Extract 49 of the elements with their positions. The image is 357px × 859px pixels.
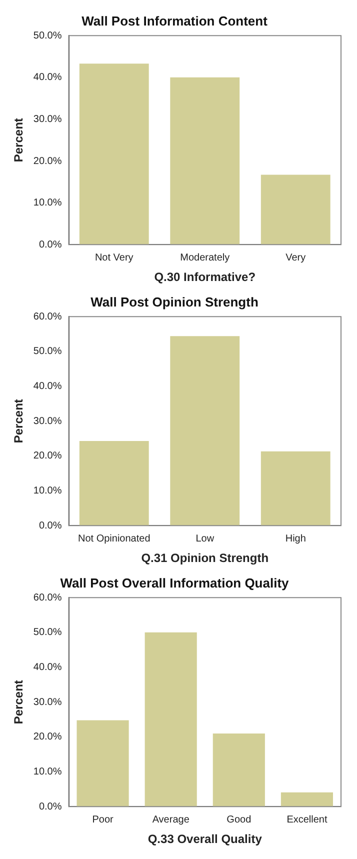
y-tick-label: 50.0% [33,30,62,42]
x-tick-label: Good [226,814,252,826]
chart-title: Wall Post Overall Information Quality [60,575,290,590]
y-tick-label: 40.0% [33,72,62,84]
y-tick-label: 10.0% [33,198,62,209]
bar [260,451,330,526]
y-tick-label: 50.0% [33,627,62,638]
bar [170,77,240,245]
y-tick-label: 30.0% [33,696,62,708]
y-tick-label: 30.0% [33,114,62,125]
bar [260,174,330,245]
x-tick-label: Poor [92,814,114,826]
chart-title: Wall Post Information Content [82,13,268,28]
bar [212,733,265,807]
y-tick-label: 20.0% [33,732,62,743]
y-tick-label: 60.0% [33,311,62,322]
y-axis-title: Percent [12,399,26,444]
x-tick-label: Moderately [180,252,230,264]
x-tick-label: Average [152,814,190,826]
y-tick-label: 30.0% [33,416,62,427]
x-tick-label: Not Opinionated [78,533,150,544]
bar [170,336,240,526]
y-tick-label: 20.0% [33,450,62,462]
x-tick-label: Not Very [94,252,134,264]
x-axis-title: Q.33 Overall Quality [148,832,262,846]
y-tick-label: 60.0% [33,592,62,604]
x-tick-label: Excellent [286,814,328,826]
x-axis-title: Q.31 Opinion Strength [141,551,269,566]
bar [79,64,149,245]
chart-title: Wall Post Opinion Strength [90,294,258,310]
y-tick-label: 50.0% [33,346,62,358]
bar [280,792,334,807]
x-tick-label: Very [286,252,306,264]
bar [76,720,129,807]
x-tick-label: High [285,533,306,544]
y-axis-title: Percent [12,680,26,724]
y-tick-label: 40.0% [33,381,62,392]
y-tick-label: 10.0% [33,766,62,778]
y-tick-label: 20.0% [33,156,62,167]
y-tick-label: 40.0% [33,662,62,674]
y-tick-label: 0.0% [38,801,62,812]
y-tick-label: 0.0% [38,520,62,532]
y-tick-label: 10.0% [33,486,62,497]
bar [144,632,197,807]
bar [79,440,149,526]
y-axis-title: Percent [12,118,26,162]
x-tick-label: Low [196,533,215,544]
y-tick-label: 0.0% [38,239,62,250]
x-axis-title: Q.30 Informative? [154,270,256,284]
